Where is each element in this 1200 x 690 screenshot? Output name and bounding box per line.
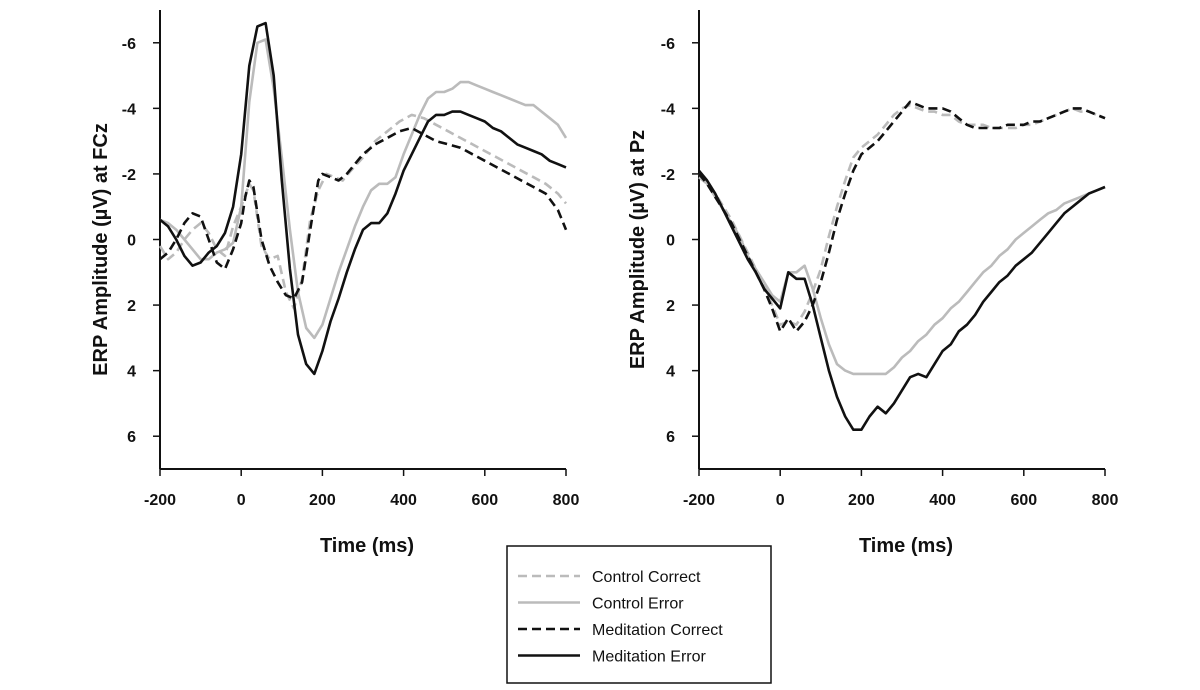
x-tick-label: 0 [776, 492, 785, 509]
x-tick-label: 400 [390, 492, 417, 509]
series-line-meditation-correct [697, 100, 1106, 333]
chart-panel-1: -6 -4 -2 0 2 4 6 -200 0 200 400 600 800 Time (ms) ERP … [90, 10, 579, 557]
series-line-meditation-correct [159, 126, 568, 300]
legend-label: Control Error [592, 596, 684, 613]
legend-box [506, 545, 772, 684]
y-tick-label: -6 [661, 36, 675, 53]
y-tick-label: -4 [122, 101, 136, 118]
legend: Control Correct Control Error Meditation C… [506, 545, 772, 684]
series-line-control-correct [158, 113, 568, 310]
x-tick-label: 400 [929, 492, 956, 509]
series-line-control-error [697, 173, 1106, 376]
x-tick-label: 0 [237, 492, 246, 509]
series-line-meditation-error [697, 169, 1106, 432]
x-tick-label: 800 [553, 492, 580, 509]
y-axis-title: ERP Amplitude (µV) at Pz [627, 130, 649, 369]
y-tick-label: 0 [666, 233, 675, 250]
x-tick-label: 800 [1092, 492, 1119, 509]
legend-label: Meditation Correct [592, 622, 723, 639]
y-tick-label: 6 [127, 429, 136, 446]
y-tick-label: 4 [666, 364, 675, 381]
legend-label: Control Correct [592, 569, 701, 586]
series-line-control-error [159, 38, 568, 340]
y-tick-label: 0 [127, 233, 136, 250]
x-tick-label: 200 [848, 492, 875, 509]
y-tick-label: -2 [661, 167, 675, 184]
chart-panel-2: -6 -4 -2 0 2 4 6 -200 0 200 400 600 800 Time (ms) ERP … [627, 10, 1118, 557]
x-tick-label: -200 [683, 492, 715, 509]
y-axis-title: ERP Amplitude (µV) at FCz [90, 123, 112, 376]
y-tick-label: 6 [666, 429, 675, 446]
x-axis-title: Time (ms) [320, 535, 414, 557]
x-tick-label: 200 [309, 492, 336, 509]
legend-label: Meditation Error [592, 649, 706, 666]
x-tick-label: -200 [144, 492, 176, 509]
y-tick-label: 2 [127, 298, 136, 315]
x-tick-label: 600 [1010, 492, 1037, 509]
y-tick-label: -4 [661, 101, 675, 118]
y-tick-label: 2 [666, 298, 675, 315]
x-axis-title: Time (ms) [859, 535, 953, 557]
series-line-meditation-error [159, 21, 567, 376]
y-tick-label: 4 [127, 364, 136, 381]
y-tick-label: -6 [122, 36, 136, 53]
y-tick-label: -2 [122, 167, 136, 184]
x-tick-label: 600 [471, 492, 498, 509]
